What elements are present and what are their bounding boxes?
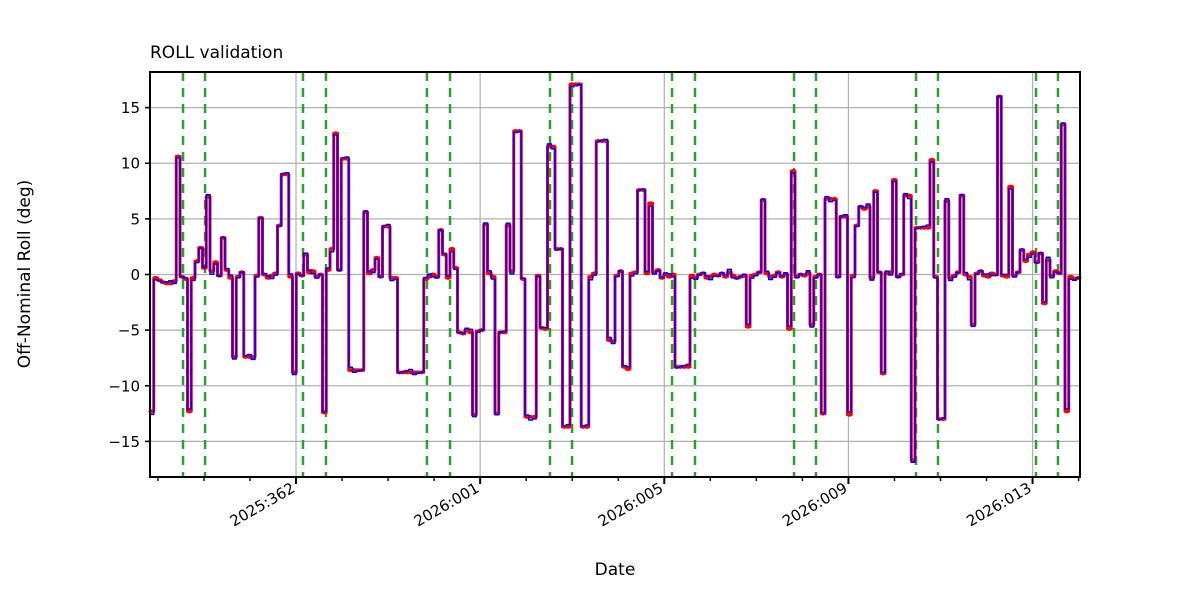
x-axis-label: Date: [595, 560, 636, 580]
axis-ticks: [145, 106, 1080, 484]
series-prediction: [149, 83, 1081, 463]
y-tick-labels: −15 −10 −5 0 5 10 15: [108, 99, 140, 451]
chart-title: ROLL validation: [150, 43, 283, 63]
x-tick-label: 2026:009: [779, 479, 850, 531]
y-tick-label: 0: [130, 266, 140, 284]
y-tick-label: −15: [108, 433, 140, 451]
y-tick-label: 10: [121, 155, 140, 173]
y-tick-label: −5: [118, 322, 140, 340]
violation-vlines: [181, 72, 1060, 477]
y-tick-label: 5: [130, 210, 140, 228]
x-tick-label: 2025:362: [227, 479, 298, 531]
y-tick-label: −10: [108, 377, 140, 395]
x-tick-labels: 2025:362 2026:001 2026:005 2026:009 2026:013: [227, 479, 1035, 531]
x-tick-label: 2026:013: [963, 479, 1034, 531]
y-axis-label: Off-Nominal Roll (deg): [15, 180, 35, 369]
x-tick-label: 2026:001: [411, 479, 482, 531]
y-tick-label: 15: [121, 99, 140, 117]
x-tick-label: 2026:005: [595, 479, 666, 531]
